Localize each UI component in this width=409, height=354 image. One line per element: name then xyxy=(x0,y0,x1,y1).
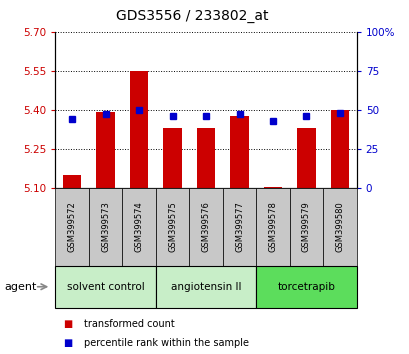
Text: agent: agent xyxy=(4,282,36,292)
Text: ■: ■ xyxy=(63,338,73,348)
Bar xyxy=(63,175,81,188)
Bar xyxy=(196,128,215,188)
Bar xyxy=(155,266,256,308)
Text: GSM399576: GSM399576 xyxy=(201,201,210,252)
Text: percentile rank within the sample: percentile rank within the sample xyxy=(84,338,248,348)
Bar xyxy=(155,188,189,266)
Text: GSM399577: GSM399577 xyxy=(234,201,243,252)
Bar xyxy=(256,188,289,266)
Text: GSM399574: GSM399574 xyxy=(134,201,143,252)
Text: GSM399572: GSM399572 xyxy=(67,201,76,252)
Text: GDS3556 / 233802_at: GDS3556 / 233802_at xyxy=(116,9,268,23)
Text: GSM399573: GSM399573 xyxy=(101,201,110,252)
Text: solvent control: solvent control xyxy=(67,282,144,292)
Bar xyxy=(330,110,348,188)
Bar xyxy=(163,128,181,188)
Bar xyxy=(122,188,155,266)
Text: ■: ■ xyxy=(63,319,73,329)
Bar xyxy=(130,71,148,188)
Bar xyxy=(297,128,315,188)
Bar xyxy=(96,112,115,188)
Text: GSM399575: GSM399575 xyxy=(168,201,177,252)
Bar xyxy=(256,266,356,308)
Text: GSM399580: GSM399580 xyxy=(335,201,344,252)
Bar xyxy=(230,116,248,188)
Bar xyxy=(55,266,155,308)
Bar xyxy=(222,188,256,266)
Text: GSM399579: GSM399579 xyxy=(301,201,310,252)
Bar xyxy=(263,187,281,188)
Bar xyxy=(55,188,89,266)
Bar xyxy=(322,188,356,266)
Text: GSM399578: GSM399578 xyxy=(268,201,277,252)
Bar xyxy=(89,188,122,266)
Bar xyxy=(189,188,222,266)
Text: torcetrapib: torcetrapib xyxy=(277,282,335,292)
Text: angiotensin II: angiotensin II xyxy=(171,282,240,292)
Text: transformed count: transformed count xyxy=(84,319,174,329)
Bar xyxy=(289,188,322,266)
